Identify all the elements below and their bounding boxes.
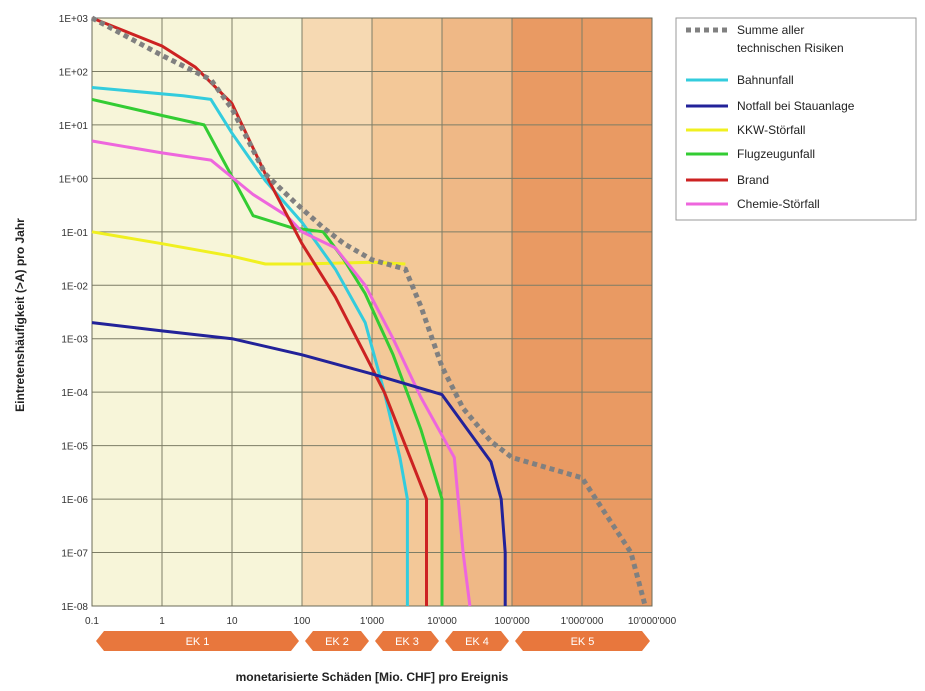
legend: Summe aller technischen Risiken Bahnunfall… (675, 17, 917, 221)
x-tick-label: 1'000 (360, 616, 385, 627)
y-tick-label: 1E-04 (61, 388, 88, 399)
y-tick-label: 1E-06 (61, 495, 88, 506)
ek-label-ek-3: EK 3 (395, 636, 419, 648)
x-tick-label: 1 (159, 616, 165, 627)
x-tick-label: 100'000 (494, 616, 530, 627)
legend-box (675, 17, 917, 221)
legend-label-bahnunfall: Bahnunfall (737, 73, 794, 87)
legend-label-kkw-storfall: KKW-Störfall (737, 123, 805, 137)
y-tick-label: 1E+01 (59, 121, 89, 132)
y-tick-label: 1E-07 (61, 549, 88, 560)
series-line-chemie-storfall (91, 139, 472, 607)
series-line-bahnunfall (91, 86, 409, 606)
y-axis-label: Eintretenshäufigkeit (>A) pro Jahr (13, 218, 27, 412)
grid-lines (91, 17, 653, 607)
series-line-summe-aller-technischen-risiken (90, 15, 648, 607)
ek-arrow-ek-1 (96, 631, 299, 651)
x-tick-label: 100 (294, 616, 311, 627)
ek-label-ek-2: EK 2 (325, 636, 349, 648)
x-tick-label: 10 (226, 616, 238, 627)
legend-label-flugzeugunfall: Flugzeugunfall (737, 147, 815, 161)
x-tick-labels: 0.1 1 10 100 1'000 10'000 100'000 1'000'000 10'0… (85, 616, 677, 627)
ek-label-ek-4: EK 4 (465, 636, 489, 648)
y-tick-label: 1E-05 (61, 442, 88, 453)
ek-label-ek-1: EK 1 (186, 636, 210, 648)
plot-frame (91, 17, 653, 607)
ek-arrow-ek-2 (305, 631, 369, 651)
y-tick-labels: 1E+03 1E+02 1E+01 1E+00 1E-01 1E-02 1E-03 1E-04… (59, 14, 89, 613)
y-tick-label: 1E+03 (59, 14, 89, 25)
series-lines (90, 15, 648, 607)
ek-arrow-ek-4 (445, 631, 509, 651)
y-tick-label: 1E+02 (59, 67, 89, 78)
y-tick-label: 1E+00 (59, 174, 89, 185)
legend-label-brand: Brand (737, 173, 769, 187)
legend-label-notfall-bei-stauanlage: Notfall bei Stauanlage (737, 99, 855, 113)
x-tick-label: 10'000 (427, 616, 457, 627)
band-ek-1 (92, 18, 302, 606)
y-tick-label: 1E-03 (61, 335, 88, 346)
x-axis-label: monetarisierte Schäden [Mio. CHF] pro Er… (236, 670, 509, 684)
x-tick-label: 1'000'000 (561, 616, 604, 627)
x-tick-label: 0.1 (85, 616, 99, 627)
damage-class-bar: EK 1 EK 2 EK 3 EK 4 EK 5 (96, 631, 650, 651)
series-line-notfall-bei-stauanlage (91, 321, 507, 606)
y-tick-label: 1E-01 (61, 228, 88, 239)
ek-arrow-ek-5 (515, 631, 650, 651)
y-tick-label: 1E-08 (61, 602, 88, 613)
ek-arrow-ek-3 (375, 631, 439, 651)
x-tick-label: 10'000'000 (628, 616, 677, 627)
legend-label-summe-aller-technischen-risiken: Summe aller technischen Risiken (737, 23, 844, 55)
series-line-brand (91, 16, 428, 606)
legend-label-chemie-storfall: Chemie-Störfall (737, 197, 820, 211)
band-ek-2 (302, 18, 372, 606)
ek-label-ek-5: EK 5 (571, 636, 595, 648)
y-tick-label: 1E-02 (61, 281, 88, 292)
band-ek-4 (442, 18, 512, 606)
